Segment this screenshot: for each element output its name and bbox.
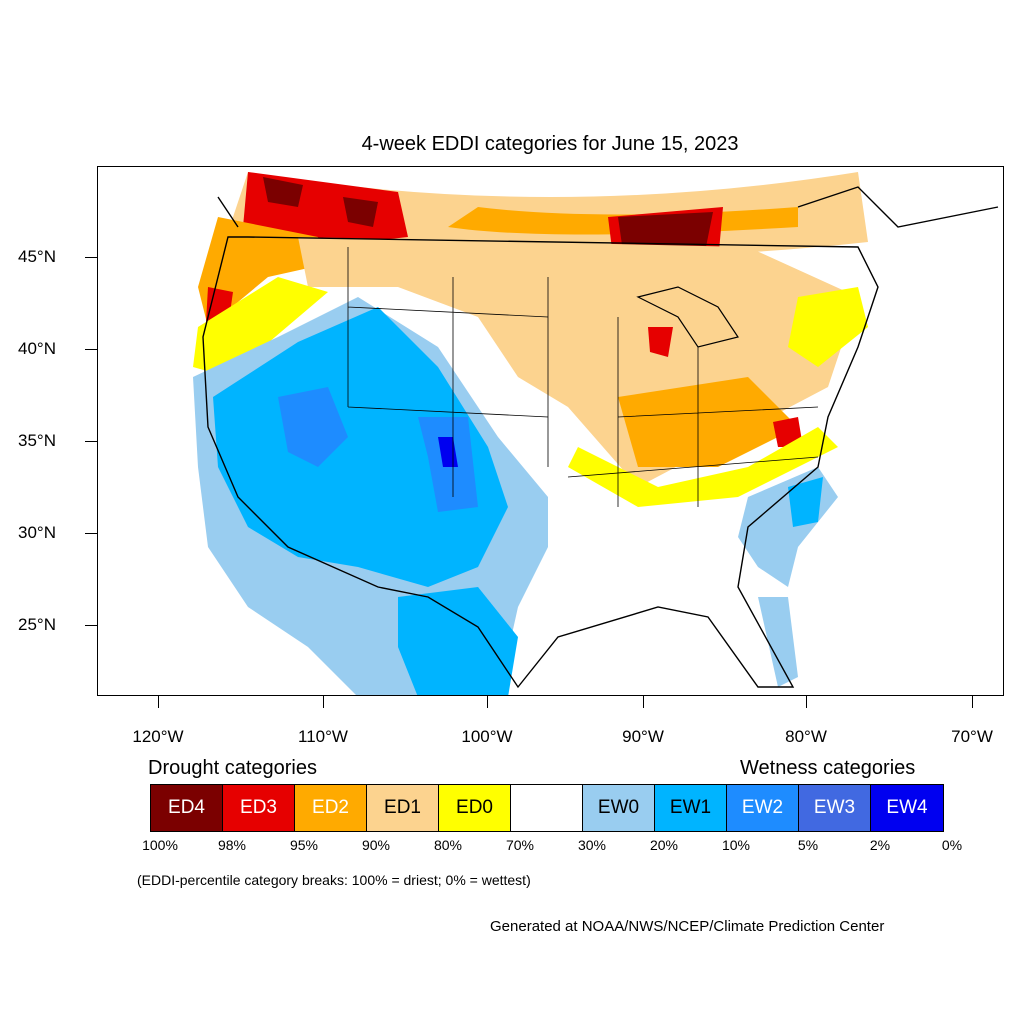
category-note: (EDDI-percentile category breaks: 100% =… xyxy=(137,872,531,888)
credit-line: Generated at NOAA/NWS/NCEP/Climate Predi… xyxy=(490,918,885,935)
lon-label-90: 90°W xyxy=(622,727,664,746)
legend-swatch-ed0: ED0 xyxy=(439,785,511,831)
coastline-canada xyxy=(217,186,999,228)
lat-label-40: 40°N xyxy=(18,339,56,358)
legend-break-label: 20% xyxy=(649,837,679,853)
legend-break-label: 10% xyxy=(721,837,751,853)
state-lines-north xyxy=(347,247,549,497)
legend-break-label: 98% xyxy=(217,837,247,853)
texas-wet-ew1 xyxy=(398,587,518,695)
lat-label-30: 30°N xyxy=(18,523,56,542)
legend-swatch-ed1: ED1 xyxy=(367,785,439,831)
lon-label-100: 100°W xyxy=(461,727,513,746)
state-lines-east xyxy=(567,317,819,507)
lat-tick-45 xyxy=(85,257,97,258)
legend-break-label: 2% xyxy=(869,837,891,853)
legend-swatch-ew1: EW1 xyxy=(655,785,727,831)
map-title: 4-week EDDI categories for June 15, 2023 xyxy=(361,133,739,155)
lon-label-110: 110°W xyxy=(298,727,348,746)
michigan-red xyxy=(648,327,673,357)
lat-label-35: 35°N xyxy=(18,431,56,450)
great-lakes-outline xyxy=(636,286,739,348)
legend-colorbar: ED4 ED3 ED2 ED1 ED0 EW0 EW1 EW2 EW3 EW4 xyxy=(150,784,944,832)
lon-tick-100 xyxy=(487,696,488,708)
lat-label-45: 45°N xyxy=(18,247,56,266)
lat-tick-35 xyxy=(85,441,97,442)
lat-tick-30 xyxy=(85,533,97,534)
legend-swatch-ed3: ED3 xyxy=(223,785,295,831)
midwest-orange xyxy=(618,377,798,467)
lat-tick-40 xyxy=(85,349,97,350)
canada-darkred-west2 xyxy=(343,197,378,227)
west-wet-ew2 xyxy=(278,387,348,467)
southeast-wet-ew1 xyxy=(788,477,823,527)
legend-swatch-ew2: EW2 xyxy=(727,785,799,831)
legend-swatch-ew4: EW4 xyxy=(871,785,943,831)
yellow-band-north xyxy=(193,277,328,377)
legend-break-label: 70% xyxy=(505,837,535,853)
drought-heading: Drought categories xyxy=(148,757,317,779)
florida-wet xyxy=(758,597,798,687)
lon-label-80: 80°W xyxy=(785,727,827,746)
legend-break-label: 30% xyxy=(577,837,607,853)
legend-break-label: 95% xyxy=(289,837,319,853)
legend-swatch-ed2: ED2 xyxy=(295,785,367,831)
lat-label-25: 25°N xyxy=(18,615,56,634)
lon-tick-110 xyxy=(323,696,324,708)
lon-tick-90 xyxy=(643,696,644,708)
west-wet-ew1 xyxy=(213,307,508,587)
legend-break-label: 80% xyxy=(433,837,463,853)
eddi-map-canvas xyxy=(193,172,999,695)
lon-tick-80 xyxy=(806,696,807,708)
legend-swatch-ew0: EW0 xyxy=(583,785,655,831)
yellow-band-ohio xyxy=(568,427,838,507)
legend-swatch-ew3: EW3 xyxy=(799,785,871,831)
lon-label-70: 70°W xyxy=(951,727,993,746)
lat-tick-25 xyxy=(85,625,97,626)
canada-darkred-west xyxy=(263,177,303,207)
wetness-heading: Wetness categories xyxy=(740,757,916,779)
legend-swatch-normal xyxy=(511,785,583,831)
legend-break-label: 100% xyxy=(142,837,178,853)
yellow-band-northeast xyxy=(788,287,868,367)
eddi-map xyxy=(97,166,1004,696)
legend-break-label: 0% xyxy=(941,837,963,853)
lon-tick-120 xyxy=(158,696,159,708)
lon-label-120: 120°W xyxy=(132,727,184,746)
virginia-red xyxy=(773,417,803,447)
legend-break-label: 90% xyxy=(361,837,391,853)
legend-break-label: 5% xyxy=(797,837,819,853)
us-border-outline xyxy=(202,236,879,689)
legend-swatch-ed4: ED4 xyxy=(151,785,223,831)
lon-tick-70 xyxy=(972,696,973,708)
